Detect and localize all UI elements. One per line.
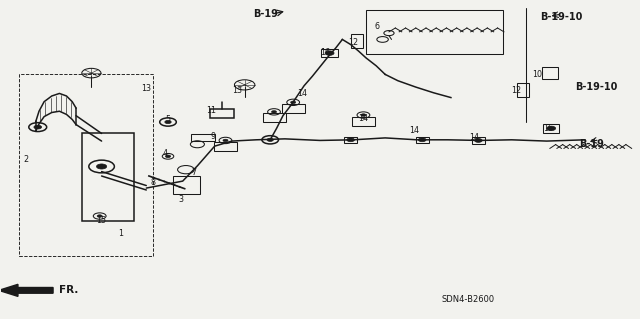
Bar xyxy=(282,104,305,113)
Circle shape xyxy=(166,155,171,158)
Bar xyxy=(366,10,503,54)
Text: SDN4-B2600: SDN4-B2600 xyxy=(442,295,495,304)
Bar xyxy=(543,124,559,132)
Text: 10: 10 xyxy=(532,70,542,79)
Circle shape xyxy=(325,51,334,55)
Circle shape xyxy=(34,125,42,129)
Text: 14: 14 xyxy=(358,114,369,123)
Text: 5: 5 xyxy=(166,115,171,124)
Circle shape xyxy=(97,164,107,169)
Text: 13: 13 xyxy=(141,85,151,93)
Bar xyxy=(173,176,200,195)
Bar xyxy=(352,117,375,125)
Bar xyxy=(191,134,215,141)
Circle shape xyxy=(347,138,355,142)
Text: 7: 7 xyxy=(191,168,196,177)
Text: 8: 8 xyxy=(150,178,155,187)
Bar xyxy=(472,137,484,144)
Circle shape xyxy=(474,138,482,142)
Text: B-19: B-19 xyxy=(579,139,604,149)
Bar xyxy=(210,109,234,118)
Text: B-19-10: B-19-10 xyxy=(575,82,618,92)
Circle shape xyxy=(291,101,296,104)
Bar xyxy=(416,137,429,143)
Bar xyxy=(262,114,285,122)
Bar xyxy=(344,137,357,143)
Text: 9: 9 xyxy=(210,132,215,141)
FancyArrow shape xyxy=(0,284,53,296)
Text: 16: 16 xyxy=(320,48,330,57)
Circle shape xyxy=(165,121,172,123)
Text: 3: 3 xyxy=(179,195,183,204)
Circle shape xyxy=(547,126,556,130)
Text: 14: 14 xyxy=(470,133,479,142)
Text: 12: 12 xyxy=(348,38,358,47)
Bar xyxy=(214,142,237,151)
Bar xyxy=(321,49,338,57)
Circle shape xyxy=(361,114,366,116)
Text: 14: 14 xyxy=(410,126,419,135)
Bar xyxy=(351,34,364,48)
Text: 14: 14 xyxy=(297,89,307,98)
Text: 6: 6 xyxy=(375,22,380,31)
Text: 2: 2 xyxy=(24,155,29,164)
Circle shape xyxy=(97,215,102,217)
Text: 1: 1 xyxy=(118,229,124,238)
Text: 13: 13 xyxy=(232,86,242,95)
Text: 11: 11 xyxy=(207,106,216,115)
Circle shape xyxy=(419,138,426,142)
Bar xyxy=(542,67,557,79)
Text: 16: 16 xyxy=(543,124,554,133)
Bar xyxy=(83,133,134,221)
Text: 12: 12 xyxy=(511,86,522,95)
Text: FR.: FR. xyxy=(60,285,79,295)
Circle shape xyxy=(271,111,276,113)
Bar xyxy=(19,74,153,256)
Text: B-19: B-19 xyxy=(253,9,278,19)
Text: 4: 4 xyxy=(163,149,168,158)
Bar xyxy=(516,83,529,97)
Circle shape xyxy=(223,139,228,142)
Text: B-19-10: B-19-10 xyxy=(540,12,582,22)
Circle shape xyxy=(267,138,273,141)
Text: 15: 15 xyxy=(97,216,107,225)
